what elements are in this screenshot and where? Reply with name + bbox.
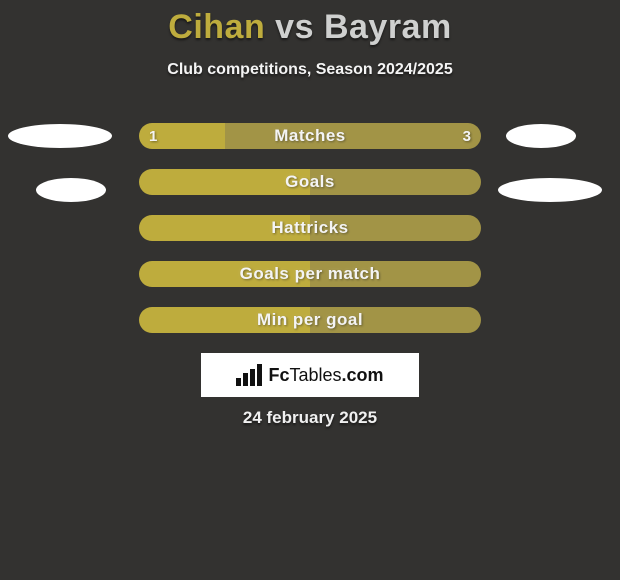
stat-label: Matches [139,123,481,149]
stat-rows-container: Matches1 3 Goals Hattricks Goals per match Mi… [0,113,620,343]
stat-bar: Matches1 3 [139,123,481,149]
side-badge [8,124,112,148]
stat-row: Min per goal [0,297,620,343]
logo-rest: Tables [289,365,341,385]
stat-value-right: 3 [463,123,471,149]
date-text: 24 february 2025 [0,408,620,428]
side-badge [506,124,576,148]
player1-name: Cihan [168,8,265,46]
logo-bold: Fc [268,365,289,385]
stat-bar: Goals [139,169,481,195]
stat-row: Hattricks [0,205,620,251]
stat-bar: Min per goal [139,307,481,333]
player2-name: Bayram [324,8,452,46]
stat-value-left: 1 [149,123,157,149]
side-badge [498,178,602,202]
logo-domain: .com [342,365,384,385]
stat-bar: Hattricks [139,215,481,241]
vs-text: vs [265,8,324,46]
comparison-title: Cihan vs Bayram [0,0,620,47]
stat-label: Goals [139,169,481,195]
stat-bar: Goals per match [139,261,481,287]
stat-row: Goals per match [0,251,620,297]
logo-inner: FcTables.com [236,364,383,386]
stat-label: Min per goal [139,307,481,333]
logo-box: FcTables.com [201,353,419,397]
fctables-bars-icon [236,364,264,386]
logo-text: FcTables.com [268,365,383,386]
stat-label: Hattricks [139,215,481,241]
side-badge [36,178,106,202]
subtitle-text: Club competitions, Season 2024/2025 [0,61,620,79]
stat-label: Goals per match [139,261,481,287]
